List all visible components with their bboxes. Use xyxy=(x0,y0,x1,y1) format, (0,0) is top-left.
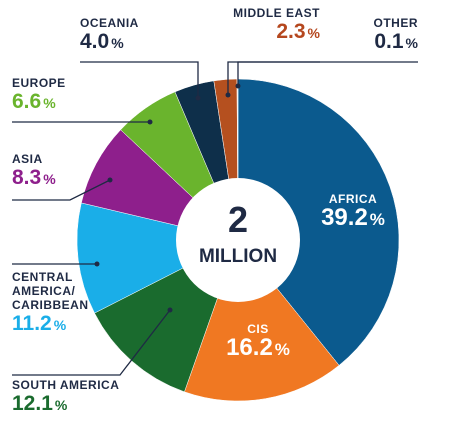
slice-label: OTHER 0.1% xyxy=(374,16,419,55)
value-label: 6.6% xyxy=(12,90,66,115)
value-unit: % xyxy=(274,340,290,359)
value-label: 2.3% xyxy=(233,20,320,45)
value-unit: % xyxy=(43,95,56,111)
value-unit: % xyxy=(53,317,67,333)
leader-line xyxy=(237,61,418,86)
leader-dot xyxy=(195,95,201,101)
value-unit: % xyxy=(111,35,124,51)
leader-dot xyxy=(107,177,113,183)
value-unit: % xyxy=(405,35,418,51)
value-unit: % xyxy=(369,210,385,229)
category-name: SOUTH AMERICA xyxy=(12,378,120,392)
value-number: 4.0 xyxy=(80,30,110,53)
value-label: 16.2% xyxy=(198,336,318,362)
value-label: 8.3% xyxy=(12,166,56,191)
center-label: MILLION xyxy=(199,246,277,267)
leader-dot xyxy=(225,92,231,98)
value-label: 12.1% xyxy=(12,392,119,417)
slice-label: ASIA 8.3% xyxy=(12,152,56,191)
value-number: 11.2 xyxy=(12,312,52,335)
leader-line xyxy=(80,61,199,98)
category-name: EUROPE xyxy=(12,76,66,90)
leader-line xyxy=(12,309,171,376)
category-name: OTHER xyxy=(373,16,418,30)
center-value: 2 xyxy=(228,199,248,240)
slice-label: OCEANIA 4.0% xyxy=(80,16,139,55)
value-label: 0.1% xyxy=(374,30,418,55)
value-number: 8.3 xyxy=(12,166,42,189)
category-name: OCEANIA xyxy=(80,16,139,30)
slice-label: CIS 16.2% xyxy=(198,322,318,362)
category-name: ASIA xyxy=(12,152,43,166)
center-hole xyxy=(176,178,300,302)
value-number: 39.2 xyxy=(321,204,368,231)
value-label: 39.2% xyxy=(293,206,413,232)
category-name: CENTRAL AMERICA/ CARIBBEAN xyxy=(12,270,89,312)
leader-dot xyxy=(94,261,100,267)
slice-label: CENTRAL AMERICA/ CARIBBEAN 11.2% xyxy=(12,270,89,337)
category-name: CIS xyxy=(247,322,269,336)
slice-label: MIDDLE EAST 2.3% xyxy=(233,6,320,45)
value-label: 4.0% xyxy=(80,30,139,55)
value-number: 6.6 xyxy=(12,90,42,113)
category-name: MIDDLE EAST xyxy=(233,6,320,20)
slice-label: AFRICA 39.2% xyxy=(293,192,413,232)
value-unit: % xyxy=(43,171,56,187)
value-label: 11.2% xyxy=(12,312,89,337)
category-name: AFRICA xyxy=(328,192,378,206)
leader-dot xyxy=(167,307,173,313)
value-number: 16.2 xyxy=(226,334,273,361)
value-number: 0.1 xyxy=(374,30,404,53)
value-number: 2.3 xyxy=(276,20,306,43)
slice-label: EUROPE 6.6% xyxy=(12,76,66,115)
leader-dot xyxy=(235,83,241,89)
leader-line xyxy=(12,179,111,201)
value-number: 12.1 xyxy=(12,392,53,415)
slice-label: SOUTH AMERICA 12.1% xyxy=(12,378,119,417)
leader-dot xyxy=(147,119,153,125)
value-unit: % xyxy=(54,397,68,413)
value-unit: % xyxy=(307,25,320,41)
